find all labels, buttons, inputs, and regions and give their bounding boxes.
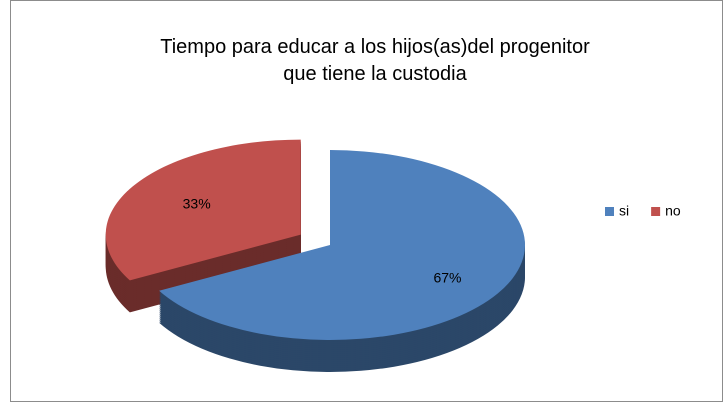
legend-swatch (605, 207, 614, 216)
chart-title: Tiempo para educar a los hijos(as)del pr… (160, 36, 590, 85)
slice (159, 150, 526, 340)
data-label: 67% (433, 270, 461, 286)
legend-label: no (665, 203, 681, 219)
slice (105, 139, 301, 281)
data-label: 33% (183, 195, 211, 211)
legend-swatch (651, 207, 661, 216)
chart-border (10, 0, 723, 402)
legend-label: si (619, 203, 629, 219)
